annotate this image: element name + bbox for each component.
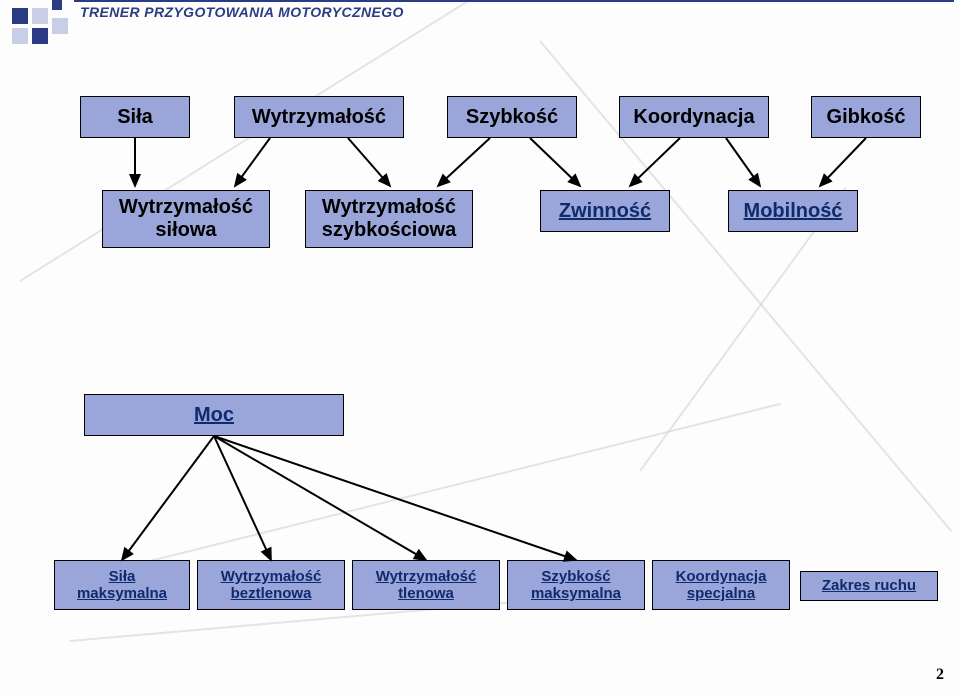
node-w_szybkosc: Wytrzymałośćszybkościowa — [305, 190, 473, 248]
node-zwinnosc: Zwinność — [540, 190, 670, 232]
node-szybkosc: Szybkość — [447, 96, 577, 138]
node-szyb_max: Szybkośćmaksymalna — [507, 560, 645, 610]
node-w_silowa: Wytrzymałośćsiłowa — [102, 190, 270, 248]
node-koord_spec: Koordynacjaspecjalna — [652, 560, 790, 610]
header-title: TRENER PRZYGOTOWANIA MOTORYCZNEGO — [80, 4, 404, 20]
node-wytrzymalosc: Wytrzymałość — [234, 96, 404, 138]
node-sila: Siła — [80, 96, 190, 138]
node-koordynacja: Koordynacja — [619, 96, 769, 138]
page-number: 2 — [936, 666, 944, 684]
slide-page: TRENER PRZYGOTOWANIA MOTORYCZNEGO Siła Wy… — [0, 0, 960, 696]
node-w_tlenowa: Wytrzymałośćtlenowa — [352, 560, 500, 610]
node-w_beztlen: Wytrzymałośćbeztlenowa — [197, 560, 345, 610]
node-sila_max: Siłamaksymalna — [54, 560, 190, 610]
node-mobilnosc: Mobilność — [728, 190, 858, 232]
slide-header: TRENER PRZYGOTOWANIA MOTORYCZNEGO — [0, 0, 960, 38]
node-zakres: Zakres ruchu — [800, 571, 938, 601]
node-gibkosc: Gibkość — [811, 96, 921, 138]
node-moc: Moc — [84, 394, 344, 436]
